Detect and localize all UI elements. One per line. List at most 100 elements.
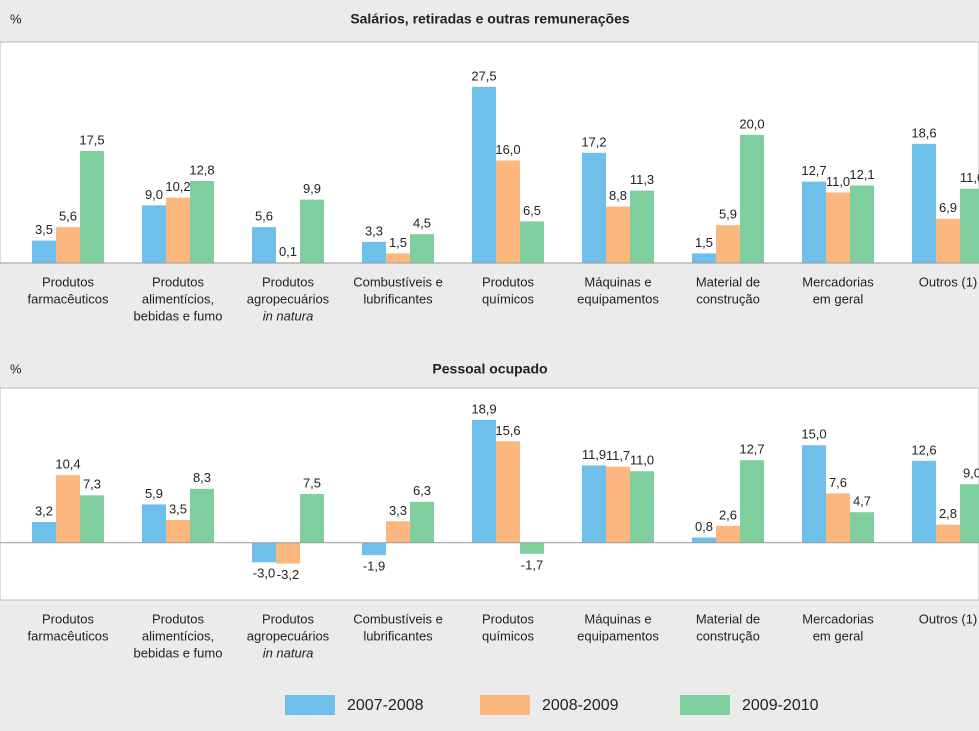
bar [850, 512, 874, 543]
x-tick-label: alimentícios, [142, 628, 214, 643]
x-tick-label: construção [696, 291, 760, 306]
value-label: 3,5 [35, 222, 53, 237]
x-tick-label: Produtos [482, 611, 535, 626]
x-tick-label: construção [696, 628, 760, 643]
value-label: 10,4 [55, 457, 80, 472]
x-tick-label: lubrificantes [363, 291, 433, 306]
bar [716, 525, 740, 543]
x-tick-label: Produtos [482, 274, 535, 289]
x-tick-label: Máquinas e [584, 274, 651, 289]
x-tick-label: Outros (1) [919, 274, 978, 289]
value-label: 8,8 [609, 188, 627, 203]
x-tick-label: Produtos [152, 274, 205, 289]
bar [32, 240, 56, 263]
bar [32, 521, 56, 543]
value-label: 10,2 [165, 179, 190, 194]
x-tick-label: agropecuários [247, 291, 330, 306]
bar [190, 181, 214, 263]
bar [520, 542, 544, 554]
bar [276, 542, 300, 564]
x-tick-label: Outros (1) [919, 611, 978, 626]
x-tick-label: lubrificantes [363, 628, 433, 643]
x-tick-label: equipamentos [577, 291, 659, 306]
bar [300, 199, 324, 263]
x-tick-label: Produtos [262, 274, 315, 289]
bar [80, 150, 104, 263]
value-label: 5,6 [59, 209, 77, 224]
value-label: 6,5 [523, 203, 541, 218]
x-tick-label: farmacêuticos [28, 628, 109, 643]
x-tick-label: Máquinas e [584, 611, 651, 626]
x-tick-label: equipamentos [577, 628, 659, 643]
value-label: 2,6 [719, 507, 737, 522]
value-label: 11,0 [826, 174, 850, 189]
bar [826, 192, 850, 263]
bar [386, 521, 410, 543]
bar [802, 181, 826, 263]
x-tick-label: em geral [813, 291, 864, 306]
value-label: 6,9 [939, 200, 957, 215]
legend-swatch [285, 695, 335, 715]
value-label: 4,7 [853, 494, 871, 509]
bar [80, 495, 104, 543]
bar [630, 471, 654, 543]
value-label: 1,5 [695, 235, 713, 250]
value-label: 0,8 [695, 519, 713, 534]
value-label: 6,3 [413, 483, 431, 498]
bar [142, 205, 166, 263]
value-label: 5,9 [719, 207, 737, 222]
x-tick-label: Material de [696, 611, 760, 626]
value-label: 12,6 [911, 442, 936, 457]
value-label: -3,2 [277, 567, 299, 582]
bar [386, 253, 410, 263]
bar [692, 253, 716, 263]
value-label: 5,9 [145, 486, 163, 501]
x-tick-label: Combustíveis e [353, 274, 443, 289]
value-label: 11,6 [960, 170, 979, 185]
value-label: 11,3 [630, 172, 654, 187]
x-tick-label: Material de [696, 274, 760, 289]
value-label: 7,5 [303, 475, 321, 490]
bar [410, 234, 434, 263]
x-tick-label: químicos [482, 628, 535, 643]
bar [300, 494, 324, 543]
bar [960, 188, 979, 263]
bar [166, 520, 190, 543]
value-label: 17,2 [581, 134, 606, 149]
x-tick-label: Produtos [262, 611, 315, 626]
value-label: -1,9 [363, 559, 385, 574]
value-label: 15,0 [801, 427, 826, 442]
value-label: 7,3 [83, 477, 101, 492]
bar [740, 460, 764, 543]
value-label: 9,0 [963, 466, 979, 481]
bar [582, 152, 606, 263]
x-tick-label: farmacêuticos [28, 291, 109, 306]
bar [606, 206, 630, 263]
bar [936, 218, 960, 263]
bar [692, 537, 716, 543]
bar [582, 465, 606, 543]
value-label: 12,7 [739, 442, 764, 457]
value-label: 4,5 [413, 216, 431, 231]
bar [850, 185, 874, 263]
bar [410, 501, 434, 543]
bar [606, 466, 630, 543]
value-label: 20,0 [739, 116, 764, 131]
x-tick-label: Produtos [42, 611, 95, 626]
value-label: 12,8 [189, 162, 214, 177]
value-label: 0,1 [279, 244, 297, 259]
bar [960, 484, 979, 543]
bar [166, 197, 190, 263]
bar [56, 227, 80, 263]
value-label: 11,9 [582, 447, 606, 462]
value-label: 18,6 [911, 125, 936, 140]
value-label: 7,6 [829, 475, 847, 490]
legend-label: 2009-2010 [742, 697, 819, 714]
x-tick-label: químicos [482, 291, 535, 306]
bar [496, 441, 520, 543]
x-tick-label: em geral [813, 628, 864, 643]
value-label: 3,5 [169, 501, 187, 516]
bar [496, 160, 520, 263]
